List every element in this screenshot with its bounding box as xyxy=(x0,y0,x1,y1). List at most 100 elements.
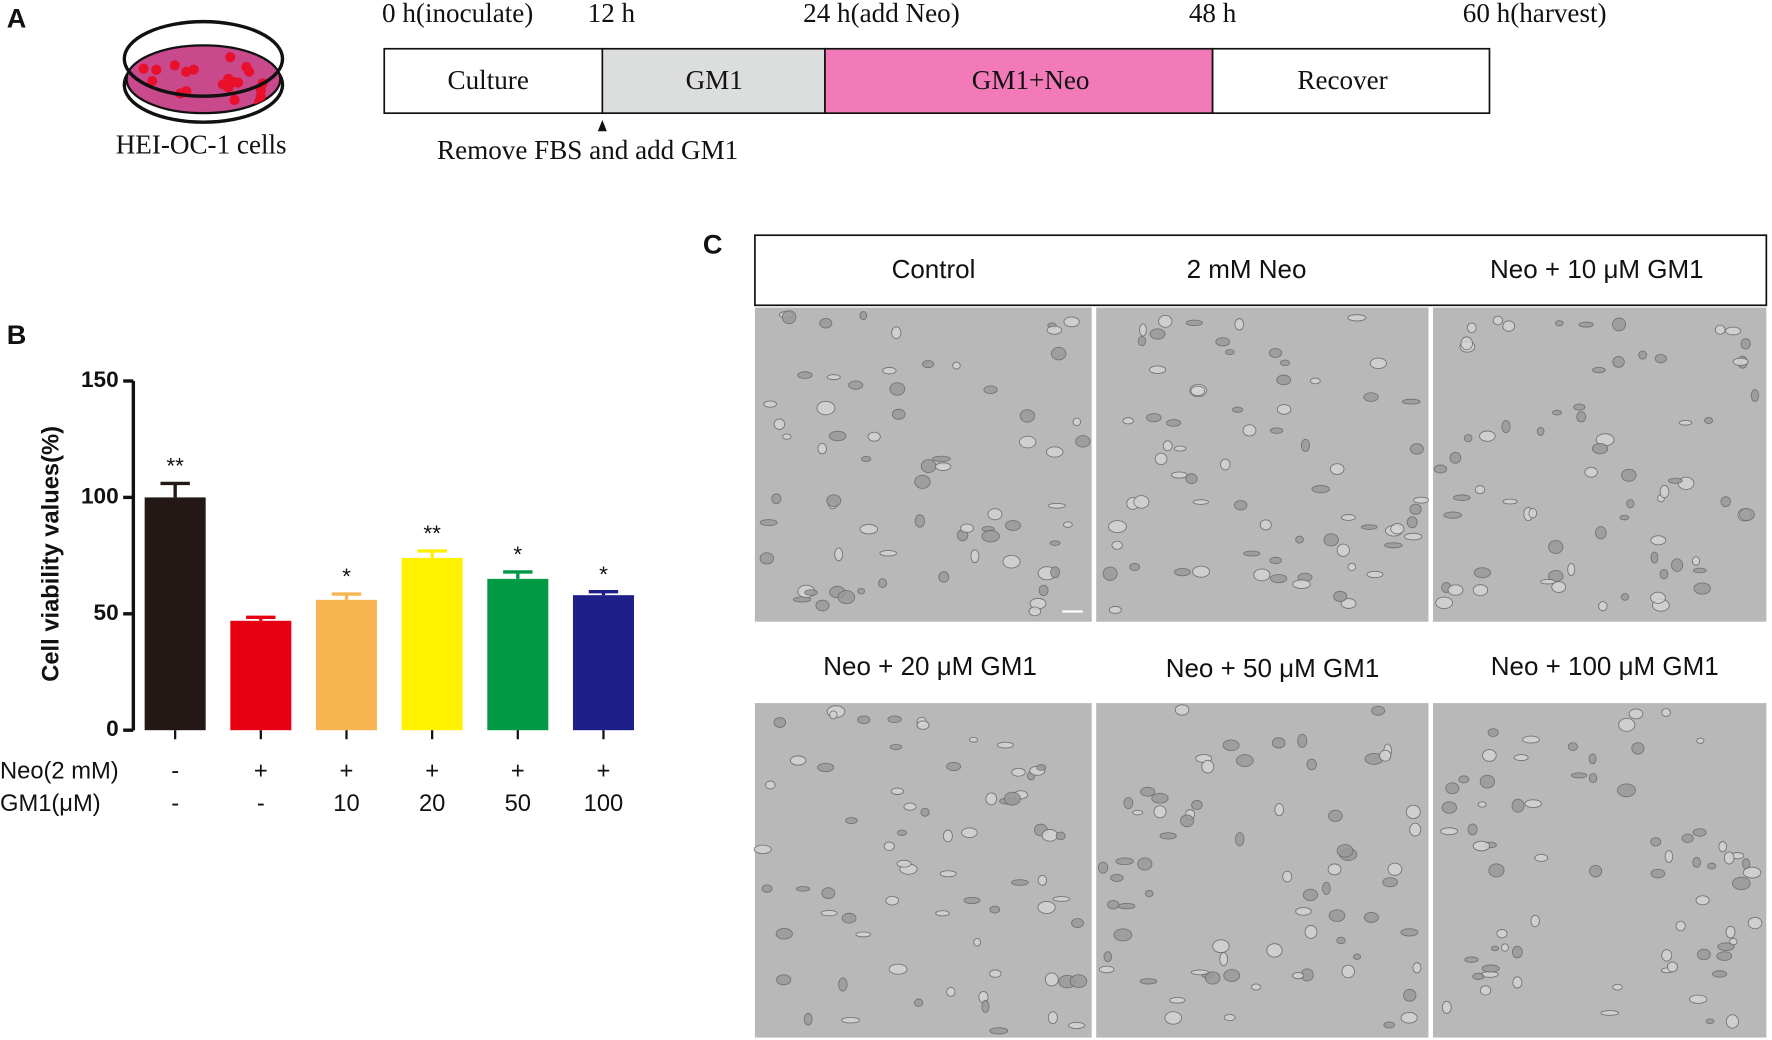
cell xyxy=(1707,862,1717,870)
cell xyxy=(1108,605,1122,614)
cell xyxy=(1148,365,1167,374)
cell xyxy=(1740,338,1751,350)
cell xyxy=(1401,398,1421,405)
cell xyxy=(1688,994,1708,1004)
cell xyxy=(1212,939,1230,954)
cell xyxy=(1115,857,1134,866)
cell-dot xyxy=(151,64,162,75)
cell xyxy=(1266,943,1283,958)
cell xyxy=(1668,477,1683,484)
cell xyxy=(775,928,793,940)
cell xyxy=(879,550,898,557)
cell xyxy=(942,829,953,843)
cell xyxy=(878,578,888,589)
cell xyxy=(1618,717,1636,732)
cell xyxy=(1588,753,1597,765)
cell xyxy=(1018,435,1037,449)
cell xyxy=(821,887,836,900)
treatment-value: - xyxy=(171,758,179,784)
cell xyxy=(987,508,1003,521)
cell xyxy=(1725,326,1742,336)
bar xyxy=(144,497,206,731)
cell xyxy=(826,494,842,508)
cell xyxy=(819,318,833,329)
cell xyxy=(889,743,903,751)
bar xyxy=(401,557,463,731)
cell xyxy=(1222,739,1240,752)
cell xyxy=(834,547,844,562)
cell xyxy=(989,969,1002,978)
treatment-value: + xyxy=(425,758,439,784)
cell xyxy=(789,755,807,766)
cell xyxy=(1573,403,1586,411)
cell xyxy=(1697,948,1711,961)
cell xyxy=(1530,914,1540,928)
cell xyxy=(920,807,930,817)
cell xyxy=(1235,754,1254,767)
cell xyxy=(761,884,773,893)
cell xyxy=(1445,782,1460,795)
cell xyxy=(1133,495,1150,509)
cell xyxy=(1449,451,1462,464)
cell xyxy=(1046,325,1063,335)
cell xyxy=(1041,829,1059,842)
cell xyxy=(1129,562,1141,571)
cell xyxy=(1412,962,1422,974)
treatment-value: - xyxy=(171,791,179,817)
cell xyxy=(996,741,1014,749)
cell xyxy=(1551,581,1567,593)
cell xyxy=(1185,319,1203,327)
cell xyxy=(891,326,902,340)
condition-label: Neo + 20 μM GM1 xyxy=(823,651,1037,681)
cell xyxy=(1327,863,1342,876)
cell xyxy=(1162,440,1173,452)
cell xyxy=(1650,868,1666,879)
cell xyxy=(1173,445,1187,452)
cell xyxy=(1692,567,1707,574)
cell xyxy=(855,931,872,938)
cell xyxy=(1592,366,1606,374)
cell xyxy=(935,462,952,472)
cell xyxy=(970,549,980,564)
cell xyxy=(1570,772,1588,779)
cell xyxy=(1190,385,1206,397)
cell xyxy=(1482,749,1497,762)
cell xyxy=(1631,742,1645,755)
cell xyxy=(1276,374,1292,386)
cell xyxy=(1340,598,1357,609)
treatment-value: + xyxy=(340,758,354,784)
cell xyxy=(782,433,792,440)
cell xyxy=(1540,579,1557,585)
cell xyxy=(1595,526,1607,540)
y-axis-label: Cell viability values(%) xyxy=(38,426,64,682)
cell-dot xyxy=(232,77,244,88)
cell xyxy=(952,361,961,370)
cell xyxy=(1253,568,1271,582)
cell xyxy=(1071,918,1084,929)
cell xyxy=(1050,346,1067,361)
cell xyxy=(1501,419,1511,434)
cell xyxy=(1638,350,1648,360)
cell xyxy=(1650,591,1666,604)
cell xyxy=(1180,814,1194,828)
cell xyxy=(946,761,962,772)
cell xyxy=(1097,861,1109,874)
phase: GM1 xyxy=(686,65,743,95)
cell xyxy=(1528,508,1538,519)
cell xyxy=(1742,866,1762,879)
cell xyxy=(845,817,858,825)
cell xyxy=(1723,851,1735,865)
cell xyxy=(1567,563,1576,577)
cell xyxy=(1323,533,1339,547)
cell xyxy=(938,571,950,583)
cell xyxy=(889,382,906,396)
cell xyxy=(841,912,857,924)
cell xyxy=(1716,951,1733,961)
cell xyxy=(1659,568,1669,580)
cell xyxy=(1047,502,1066,509)
cell xyxy=(1675,920,1686,932)
phase: Recover xyxy=(1297,65,1387,95)
cell xyxy=(773,418,786,430)
cell xyxy=(1555,320,1564,327)
